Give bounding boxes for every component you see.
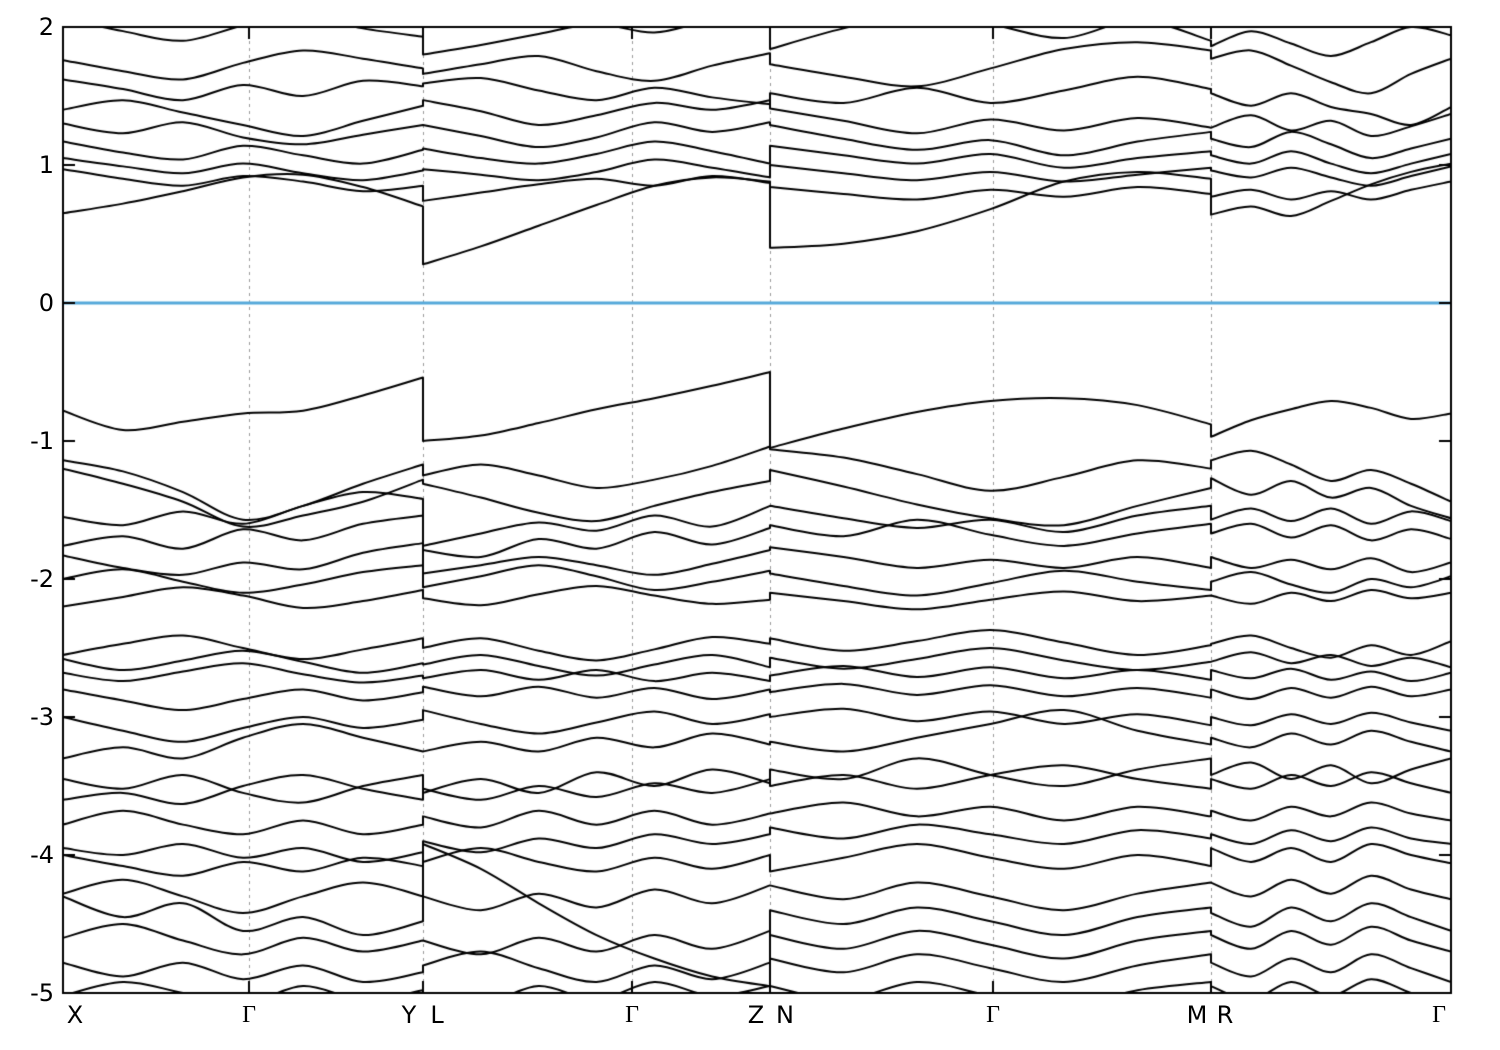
x-axis-kpoint-label-7: Γ [986,1002,1000,1028]
x-axis-kpoint-label-9: R [1216,1001,1234,1029]
x-axis-kpoint-label-10: Γ [1432,1002,1446,1028]
y-axis-tick-label--3: -3 [30,703,54,731]
y-axis-tick-label--1: -1 [30,427,54,455]
y-axis-tick-label-0: 0 [38,289,54,317]
x-axis-kpoint-label-5: Z [747,1001,765,1029]
x-axis-kpoint-label-8: M [1186,1001,1208,1029]
x-axis-kpoint-label-6: N [776,1001,794,1029]
x-axis-kpoint-label-3: L [430,1001,444,1029]
x-axis-kpoint-label-0: X [66,1001,84,1029]
x-axis-kpoint-label-2: Y [401,1001,417,1029]
y-axis-tick-label--4: -4 [30,841,54,869]
y-axis-tick-label-2: 2 [38,13,54,41]
y-axis-tick-label--2: -2 [30,565,54,593]
y-axis-tick-label-1: 1 [38,151,54,179]
x-axis-kpoint-label-4: Γ [625,1002,639,1028]
x-axis-kpoint-label-1: Γ [242,1002,256,1028]
y-axis-tick-label--5: -5 [30,979,54,1007]
